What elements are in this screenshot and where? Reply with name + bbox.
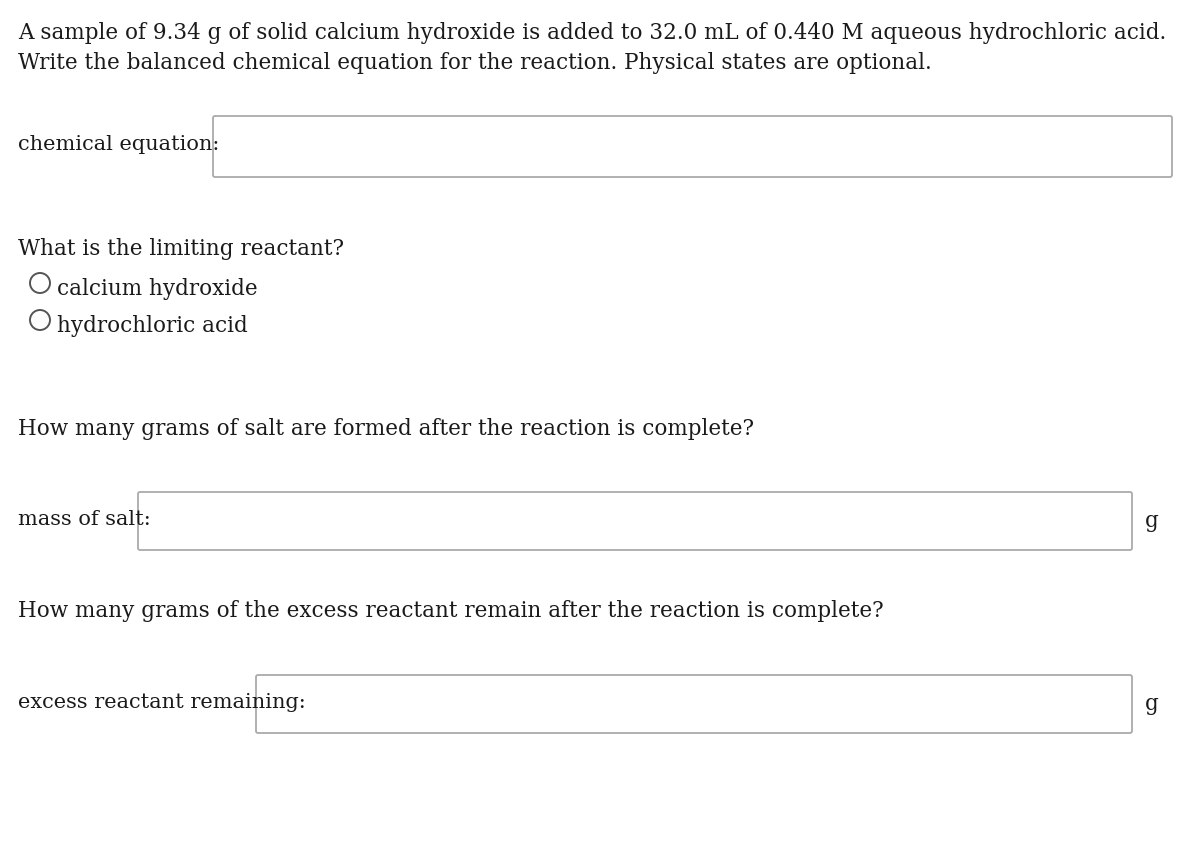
Text: g: g (1145, 693, 1159, 715)
Text: mass of salt:: mass of salt: (18, 510, 151, 529)
Text: What is the limiting reactant?: What is the limiting reactant? (18, 238, 344, 260)
Text: hydrochloric acid: hydrochloric acid (58, 315, 247, 337)
Text: excess reactant remaining:: excess reactant remaining: (18, 693, 306, 712)
Text: Write the balanced chemical equation for the reaction. Physical states are optio: Write the balanced chemical equation for… (18, 52, 931, 74)
Text: How many grams of the excess reactant remain after the reaction is complete?: How many grams of the excess reactant re… (18, 600, 883, 622)
FancyBboxPatch shape (214, 116, 1172, 177)
Text: How many grams of salt are formed after the reaction is complete?: How many grams of salt are formed after … (18, 418, 754, 440)
Text: g: g (1145, 510, 1159, 532)
FancyBboxPatch shape (138, 492, 1132, 550)
Text: A sample of 9.34 g of solid calcium hydroxide is added to 32.0 mL of 0.440 M aqu: A sample of 9.34 g of solid calcium hydr… (18, 22, 1166, 44)
Text: calcium hydroxide: calcium hydroxide (58, 278, 258, 300)
FancyBboxPatch shape (256, 675, 1132, 733)
Text: chemical equation:: chemical equation: (18, 135, 220, 154)
